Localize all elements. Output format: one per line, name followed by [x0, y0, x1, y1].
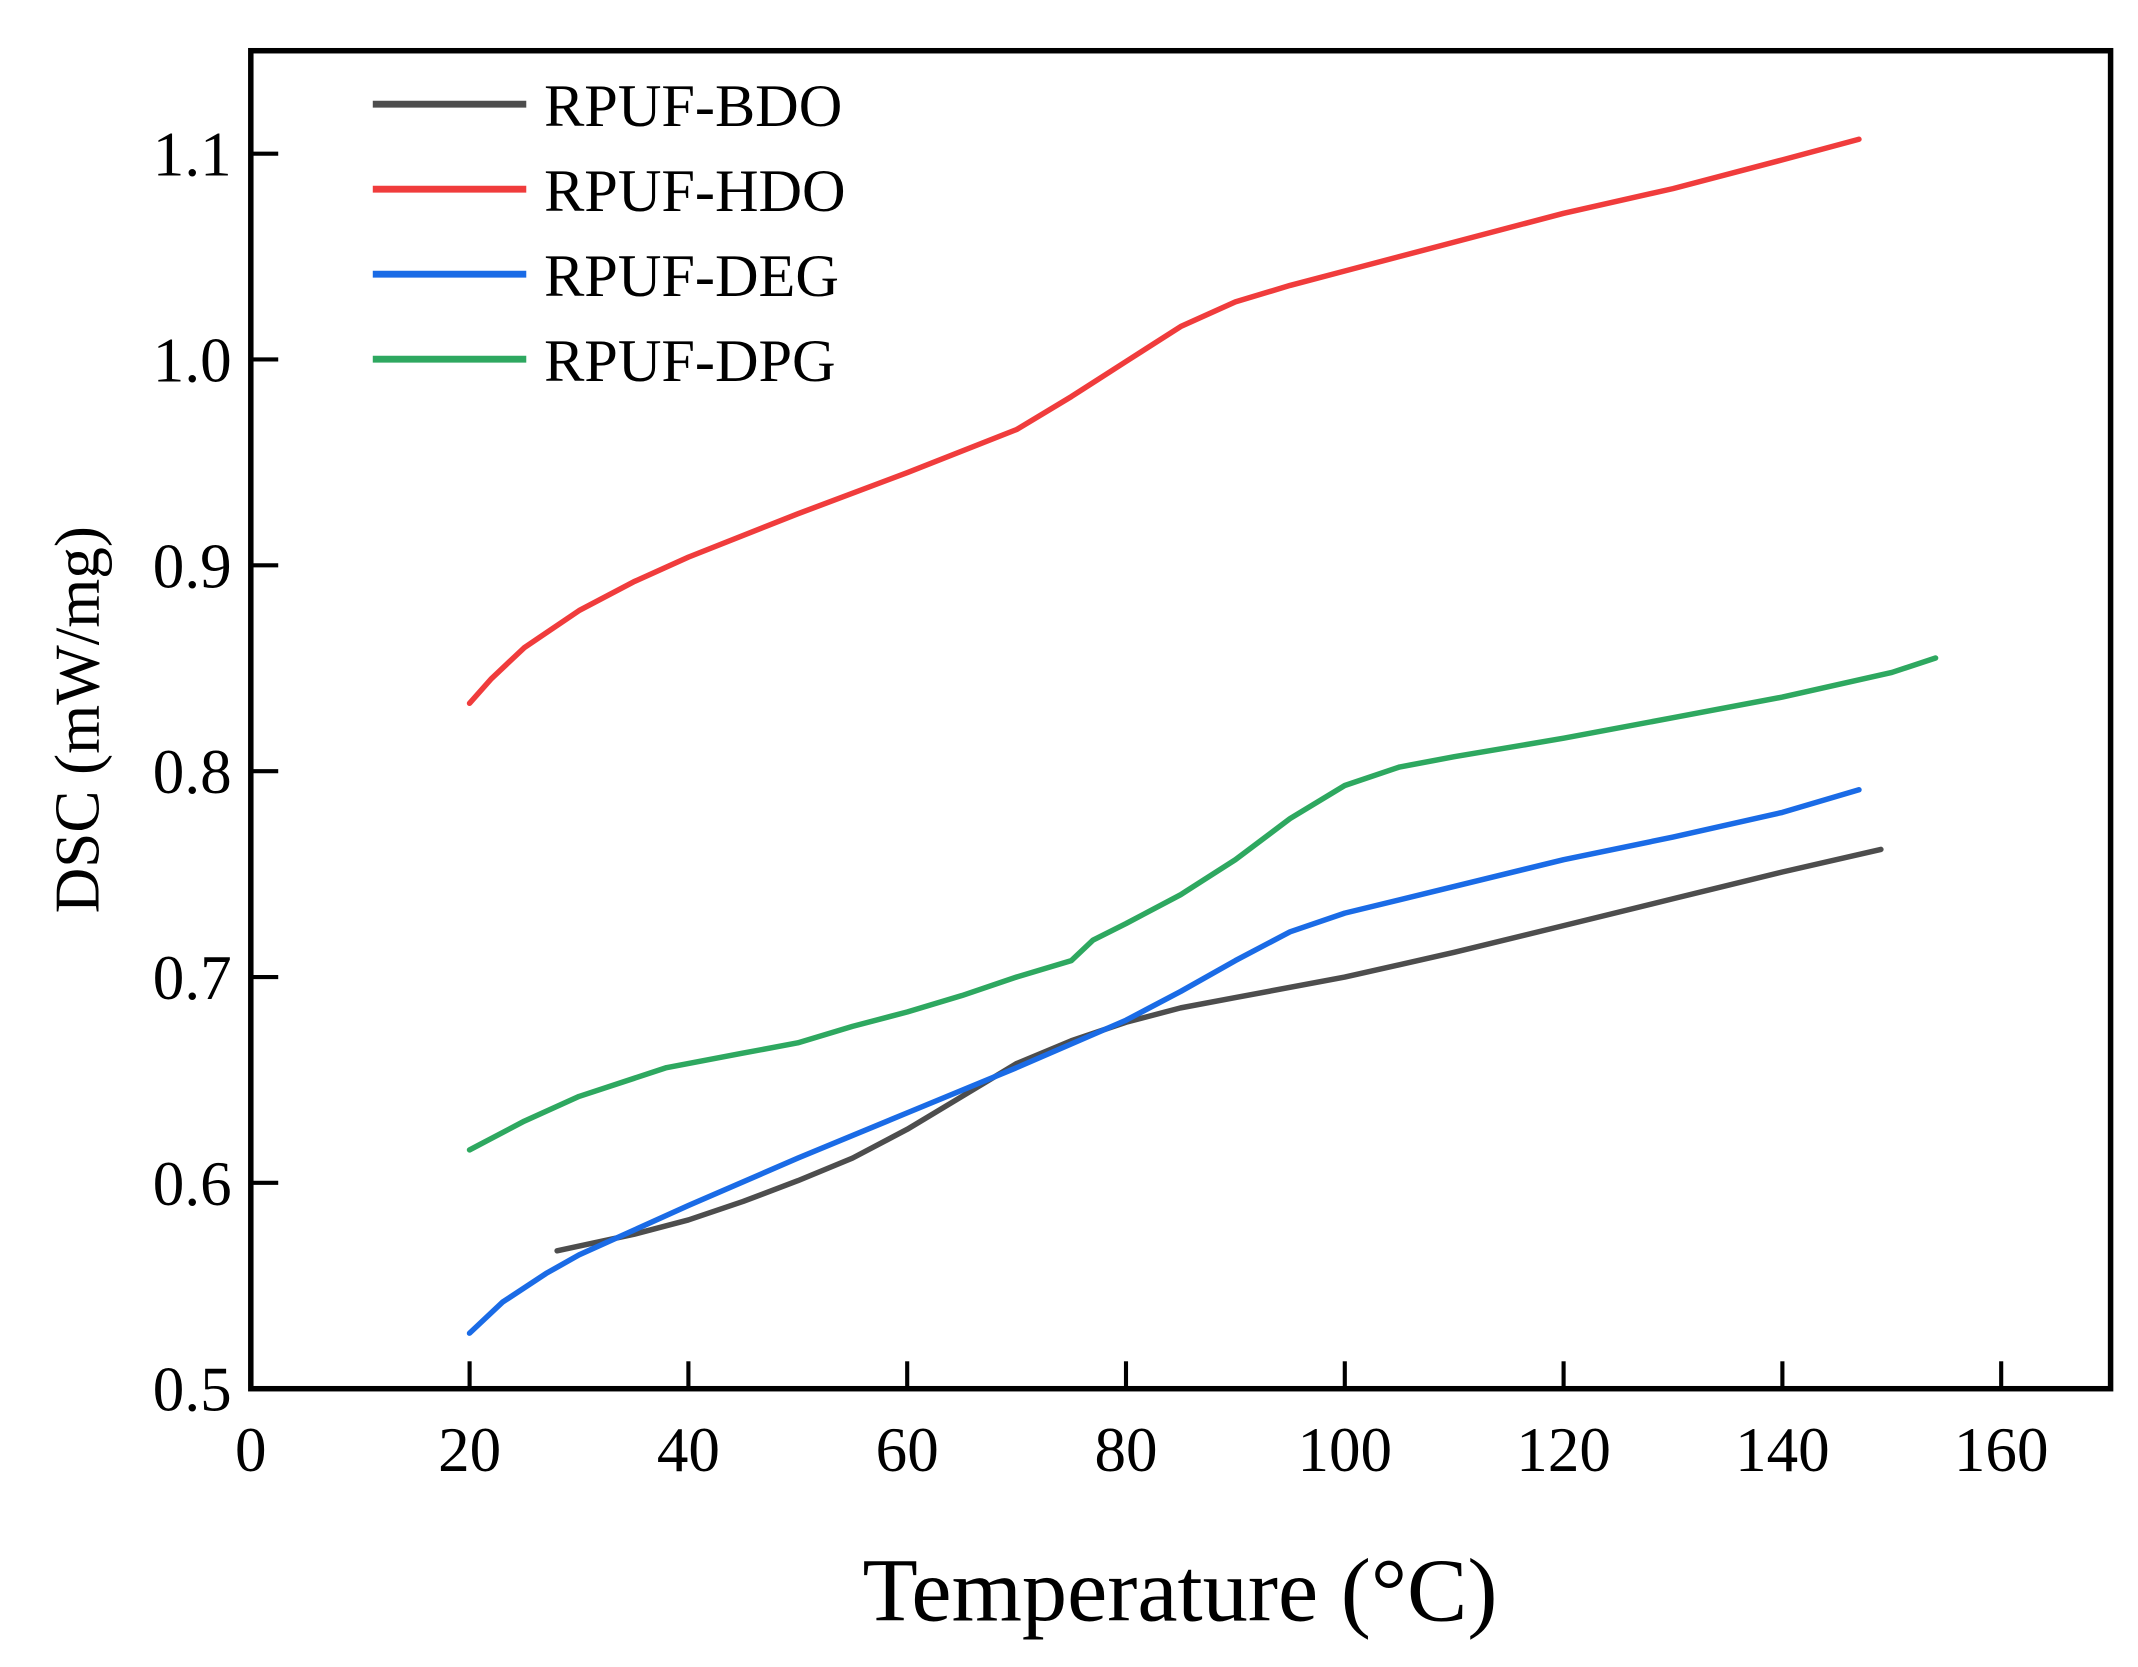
- x-tick-label: 80: [1094, 1415, 1157, 1485]
- y-tick-label: 1.1: [153, 120, 232, 190]
- y-tick-label: 0.7: [153, 943, 232, 1013]
- y-tick-label: 0.6: [153, 1149, 232, 1219]
- legend-label: RPUF-BDO: [544, 73, 842, 140]
- x-axis-label: Temperature (°C): [863, 1539, 1498, 1640]
- series-line-rpuf-hdo: [466, 136, 1862, 707]
- x-tick-label: 60: [876, 1415, 939, 1485]
- series-line-rpuf-deg: [466, 787, 1862, 1336]
- y-axis-label: DSC (mW/mg): [43, 526, 113, 913]
- x-tick-label: 20: [438, 1415, 501, 1485]
- x-tick-label: 100: [1298, 1415, 1393, 1485]
- x-tick-label: 0: [235, 1415, 267, 1485]
- legend-label: RPUF-DEG: [544, 243, 839, 310]
- series-line-rpuf-bdo: [554, 846, 1884, 1254]
- legend-label: RPUF-HDO: [544, 158, 846, 225]
- x-tick-label: 160: [1954, 1415, 2049, 1485]
- series-line-rpuf-dpg: [466, 655, 1939, 1153]
- plot-frame: [248, 47, 2114, 1392]
- y-tick-label: 1.0: [153, 325, 232, 395]
- y-tick-label: 0.9: [153, 531, 232, 601]
- x-tick-label: 40: [657, 1415, 720, 1485]
- legend-label: RPUF-DPG: [544, 328, 836, 395]
- y-tick-label: 0.8: [153, 737, 232, 807]
- x-tick-label: 140: [1735, 1415, 1830, 1485]
- x-tick-label: 120: [1516, 1415, 1611, 1485]
- y-tick-label: 0.5: [153, 1355, 232, 1425]
